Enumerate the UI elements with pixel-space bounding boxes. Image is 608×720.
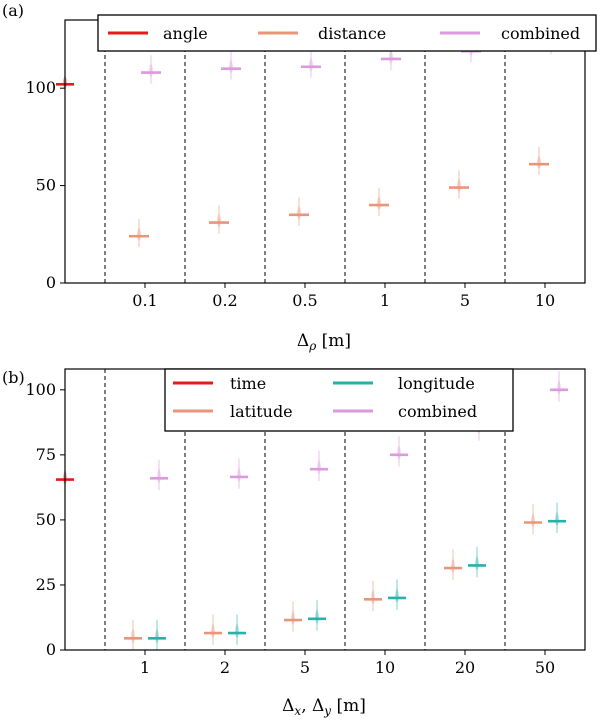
x-tick-label: 0.1 [132, 291, 157, 310]
x-tick-label: 10 [535, 291, 555, 310]
violin-combined-5 [310, 450, 328, 481]
violin-longitude-1 [148, 619, 166, 651]
panel-b-x-label-unit: [m] [331, 696, 366, 716]
violin-latitude-10 [364, 580, 382, 612]
panel-b-x-label-mid: , Δ [301, 696, 324, 716]
violin-distance-0.5 [289, 197, 309, 226]
y-tick-label: 100 [25, 78, 56, 97]
y-tick-label: 0 [46, 273, 56, 292]
x-tick-label: 20 [455, 658, 475, 677]
violin-combined-0.5 [301, 49, 321, 78]
x-tick-label: 2 [220, 658, 230, 677]
x-tick-label: 5 [460, 291, 470, 310]
y-tick-label: 75 [36, 445, 56, 464]
panel-a-x-ticks: 0.1 0.2 0.5 1 5 10 [132, 283, 555, 310]
x-tick-label: 1 [140, 658, 150, 677]
panel-a-marks [56, 26, 561, 248]
panel-a-label: (a) [2, 1, 24, 20]
violin-combined-10 [390, 436, 408, 467]
legend-label-latitude: latitude [230, 402, 293, 421]
y-tick-label: 50 [36, 176, 56, 195]
legend-label-combined: combined [501, 24, 580, 43]
legend-label-angle: angle [163, 24, 208, 43]
violin-latitude-50 [524, 503, 542, 535]
violin-longitude-50 [548, 502, 566, 534]
violin-distance-10 [529, 146, 549, 176]
violin-combined-1 [381, 41, 401, 71]
panel-a-x-label-sub: ρ [308, 339, 316, 353]
violin-combined-50 [550, 371, 568, 402]
violin-combined-2 [230, 458, 248, 489]
panel-a-separators [104, 20, 506, 283]
violin-combined-0.2 [221, 51, 241, 80]
violin-distance-0.1 [129, 218, 149, 248]
violin-combined-0.1 [141, 55, 161, 84]
violin-latitude-1 [124, 619, 142, 651]
panel-a-x-axis-label: Δρ [m] [297, 331, 351, 353]
violin-latitude-5 [284, 601, 302, 632]
violin-combined-1 [150, 459, 168, 491]
panel-a-legend-box [97, 14, 597, 52]
panel-a-legend: angle distance combined [97, 14, 597, 52]
panel-b-x-ticks: 1 2 5 10 20 50 [140, 650, 555, 677]
x-tick-label: 10 [375, 658, 395, 677]
panel-a-x-label-unit: [m] [316, 331, 351, 351]
panel-b-x-label-base: Δ [282, 696, 294, 716]
legend-label-combined-b: combined [398, 402, 477, 421]
violin-longitude-5 [308, 600, 326, 631]
x-tick-label: 50 [535, 658, 555, 677]
x-tick-label: 0.5 [292, 291, 317, 310]
y-tick-label: 100 [25, 380, 56, 399]
y-tick-label: 50 [36, 510, 56, 529]
panel-a-y-ticks: 0 50 100 [25, 78, 65, 292]
violin-distance-1 [369, 187, 389, 217]
y-tick-label: 25 [36, 575, 56, 594]
panel-a: (a) 0 50 100 0.1 0.2 0.5 1 5 10 angle distance … [2, 1, 597, 353]
violin-longitude-20 [468, 546, 486, 578]
panel-a-x-label-base: Δ [297, 331, 309, 351]
panel-a-axes-frame [64, 19, 586, 284]
panel-b-y-ticks: 0 25 50 75 100 [25, 380, 65, 659]
x-tick-label: 1 [380, 291, 390, 310]
violin-latitude-20 [444, 549, 462, 580]
panel-b-legend: time longitude latitude combined [164, 368, 514, 432]
legend-label-longitude: longitude [398, 374, 475, 393]
panel-b-legend-box [164, 368, 514, 432]
x-tick-label: 0.2 [212, 291, 237, 310]
panel-b-x-label-sub: x [294, 704, 301, 718]
legend-label-distance: distance [318, 24, 386, 43]
panel-b-label: (b) [2, 368, 25, 387]
panel-b-x-axis-label: Δx, Δy [m] [282, 696, 366, 718]
violin-distance-5 [449, 170, 469, 199]
violin-longitude-10 [388, 579, 406, 610]
violin-longitude-2 [228, 614, 246, 645]
violin-distance-0.2 [209, 205, 229, 234]
legend-label-time: time [230, 374, 266, 393]
violin-latitude-2 [204, 614, 222, 645]
panel-b-x-label-sub2: y [323, 704, 331, 718]
panel-b-separators [104, 369, 506, 650]
y-tick-label: 0 [46, 640, 56, 659]
x-tick-label: 5 [300, 658, 310, 677]
